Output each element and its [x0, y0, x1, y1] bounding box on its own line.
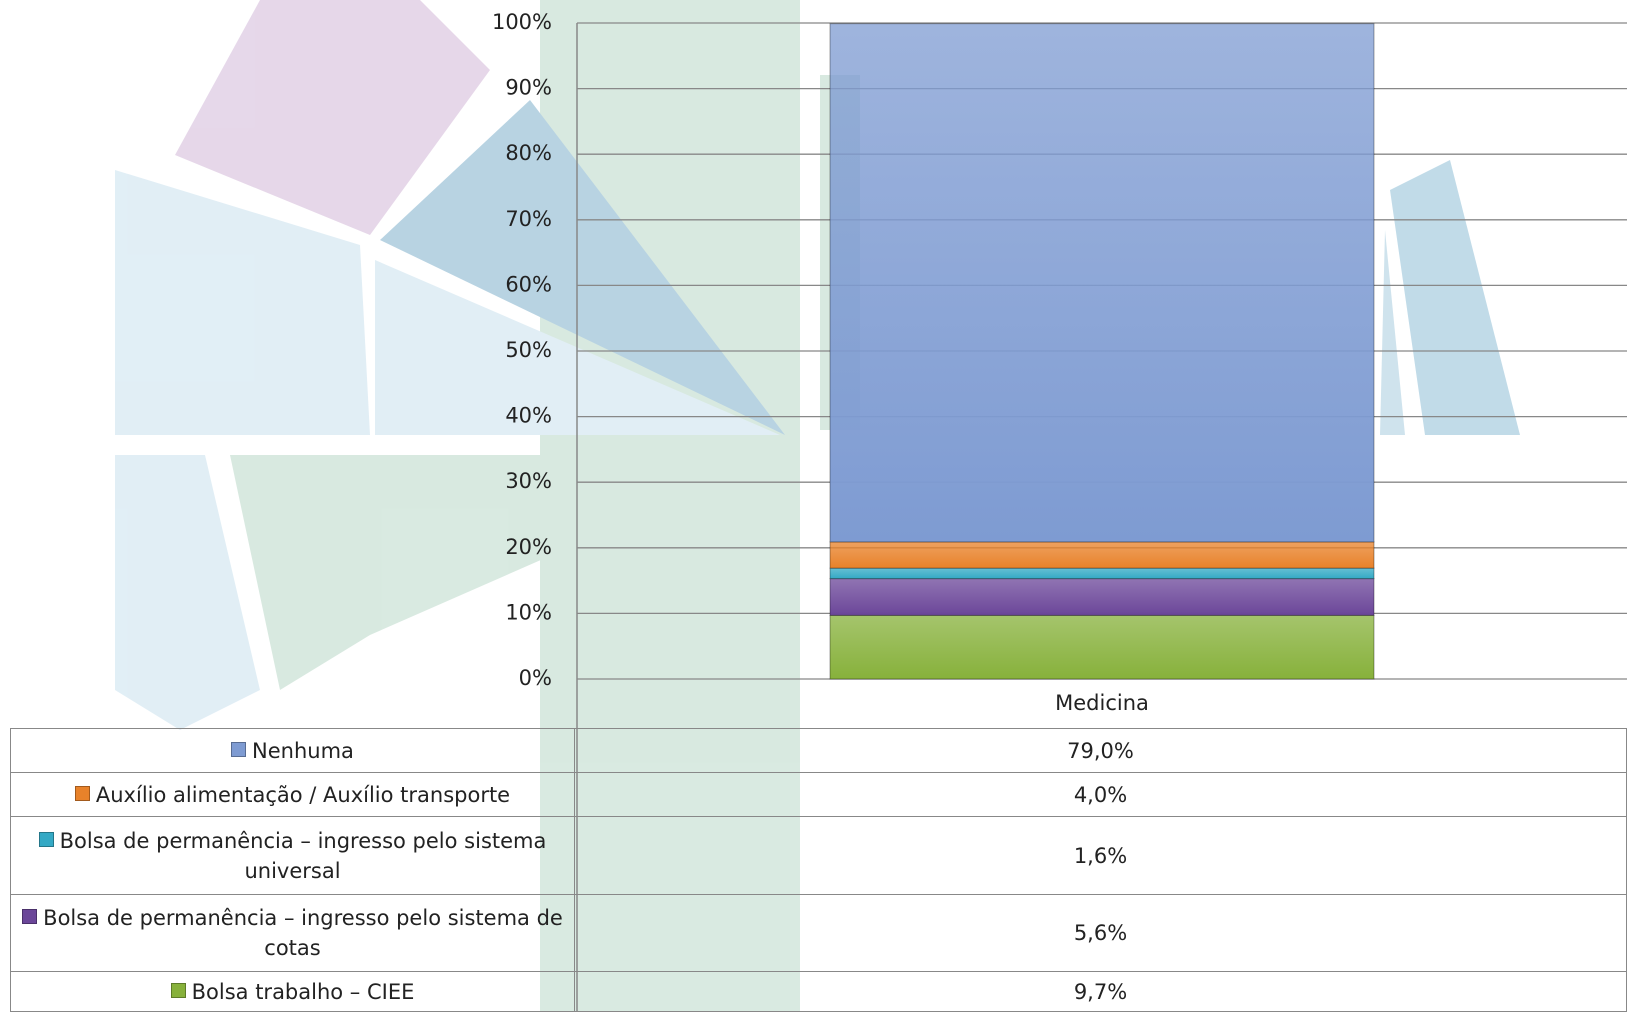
legend-swatch: [38, 831, 54, 847]
y-tick-label: 0%: [519, 666, 552, 690]
table-row: Bolsa trabalho – CIEE 9,7%: [10, 971, 1627, 1012]
value-cell: 5,6%: [574, 894, 1627, 972]
legend-label: Bolsa de permanência – ingresso pelo sis…: [43, 906, 563, 960]
bar-segment: [829, 541, 1375, 569]
legend-label: Bolsa de permanência – ingresso pelo sis…: [59, 828, 547, 883]
legend-cell: Bolsa de permanência – ingresso pelo sis…: [10, 816, 575, 895]
y-tick-label: 60%: [505, 272, 552, 296]
legend-cell: Bolsa trabalho – CIEE: [10, 971, 575, 1012]
table-row: Auxílio alimentação / Auxílio transporte…: [10, 772, 1627, 817]
y-tick-label: 100%: [492, 10, 552, 34]
legend-label: Bolsa trabalho – CIEE: [191, 979, 415, 1004]
y-tick-label: 30%: [505, 469, 552, 493]
y-tick-label: 50%: [505, 338, 552, 362]
legend-swatch: [74, 785, 90, 801]
y-tick-label: 10%: [505, 600, 552, 624]
bar-segment: [829, 614, 1375, 680]
y-tick-label: 40%: [505, 404, 552, 428]
y-tick-label: 70%: [505, 207, 552, 231]
y-tick-label: 80%: [505, 141, 552, 165]
value-cell: 4,0%: [574, 772, 1627, 817]
bar-segment: [829, 23, 1375, 543]
legend-label: Auxílio alimentação / Auxílio transporte: [95, 782, 511, 807]
table-row: Bolsa de permanência – ingresso pelo sis…: [10, 894, 1627, 972]
legend-label: Nenhuma: [252, 738, 354, 763]
bar-segment: [829, 578, 1375, 616]
legend-swatch: [231, 741, 247, 757]
legend-cell: Bolsa de permanência – ingresso pelo sis…: [10, 894, 575, 972]
legend-cell: Nenhuma: [10, 728, 575, 773]
table-row: Nenhuma 79,0%: [10, 728, 1627, 773]
legend-cell: Auxílio alimentação / Auxílio transporte: [10, 772, 575, 817]
y-tick-label: 20%: [505, 535, 552, 559]
value-cell: 9,7%: [574, 971, 1627, 1012]
value-cell: 79,0%: [574, 728, 1627, 773]
y-tick-label: 90%: [505, 76, 552, 100]
legend-swatch: [22, 909, 38, 924]
bar-segment: [829, 567, 1375, 580]
legend-swatch: [170, 982, 186, 998]
data-table: Nenhuma 79,0% Auxílio alimentação / Auxíli…: [10, 728, 1627, 1012]
value-cell: 1,6%: [574, 816, 1627, 895]
x-tick-label: Medicina: [1055, 691, 1149, 715]
table-row: Bolsa de permanência – ingresso pelo sis…: [10, 816, 1627, 895]
